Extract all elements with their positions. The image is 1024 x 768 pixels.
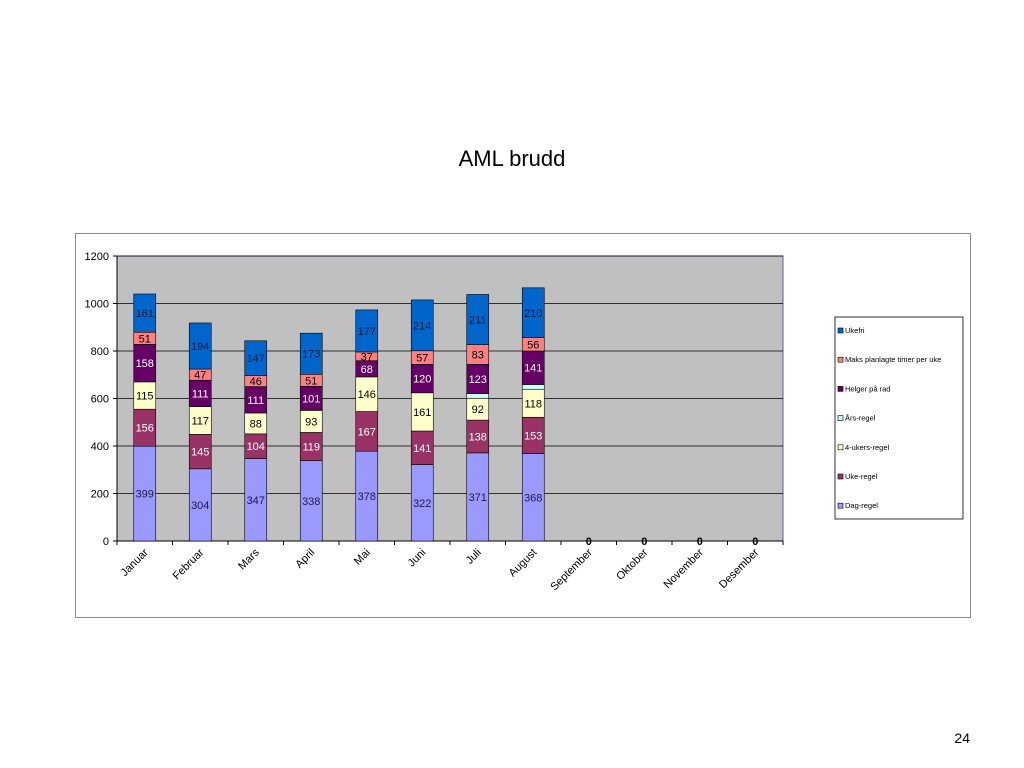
legend-label: Års-regel	[845, 414, 876, 423]
legend-label: Uke-regel	[845, 472, 878, 481]
legend-label: 4-ukers-regel	[845, 443, 890, 452]
bar-segment	[355, 309, 379, 353]
data-label: 51	[305, 375, 317, 387]
data-label: 304	[191, 500, 209, 512]
data-label: 120	[413, 374, 431, 386]
data-label: 211	[469, 315, 487, 327]
x-tick-label: Mars	[236, 546, 262, 572]
data-label: 161	[413, 407, 431, 419]
bar-segment	[521, 384, 545, 390]
data-label: 138	[469, 432, 487, 444]
bar-segment	[244, 340, 268, 376]
data-label: 101	[302, 393, 320, 405]
y-tick-label: 0	[103, 536, 109, 548]
data-label: 153	[524, 430, 542, 442]
data-label: 83	[472, 349, 484, 361]
data-label: 145	[191, 447, 209, 459]
data-label: 399	[136, 489, 154, 501]
y-tick-label: 800	[91, 346, 109, 358]
bar-segment	[188, 322, 212, 370]
legend-label: Dag-regel	[845, 501, 878, 510]
data-label: 92	[472, 404, 484, 416]
x-tick-label: Mai	[352, 547, 373, 568]
bar-segment	[521, 287, 545, 339]
data-label: 111	[247, 395, 264, 407]
y-tick-label: 400	[91, 441, 109, 453]
data-label: 368	[524, 492, 542, 504]
x-tick-label: Juni	[406, 547, 429, 570]
x-tick-label: September	[548, 546, 595, 593]
bar-segment	[466, 294, 490, 345]
data-label: 37	[361, 351, 373, 363]
x-tick-label: Desember	[717, 546, 762, 591]
zero-data-label: 0	[752, 536, 758, 548]
data-label: 167	[358, 426, 376, 438]
legend-swatch	[837, 444, 844, 451]
x-tick-label: Januar	[119, 546, 152, 579]
legend-swatch	[837, 327, 844, 334]
data-label: 214	[413, 320, 431, 332]
data-label: 146	[358, 389, 376, 401]
legend-label: Helger på rad	[845, 384, 890, 393]
legend-swatch	[837, 356, 844, 363]
data-label: 104	[247, 441, 265, 453]
x-tick-label: Juli	[464, 547, 484, 567]
legend-swatch	[837, 502, 844, 509]
data-label: 111	[192, 388, 209, 400]
data-label: 118	[524, 398, 542, 410]
data-label: 51	[139, 333, 151, 345]
x-tick-label: April	[293, 547, 317, 571]
legend-label: Maks planlagte timer per uke	[845, 355, 941, 364]
bar-segment	[466, 393, 490, 399]
data-label: 93	[305, 416, 317, 428]
y-tick-label: 1200	[85, 251, 109, 263]
data-label: 141	[524, 363, 542, 375]
legend-swatch	[837, 473, 844, 480]
legend-swatch	[837, 386, 844, 392]
legend-box	[834, 316, 964, 520]
data-label: 161	[136, 308, 154, 320]
data-label: 338	[302, 496, 320, 508]
data-label: 123	[469, 374, 487, 386]
data-label: 173	[302, 349, 320, 361]
data-label: 156	[136, 423, 154, 435]
data-label: 68	[361, 364, 373, 376]
slide-title: AML brudd	[458, 146, 566, 171]
y-tick-label: 200	[91, 489, 109, 501]
data-label: 46	[250, 376, 262, 388]
zero-data-label: 0	[697, 536, 703, 548]
x-tick-label: Februar	[171, 546, 207, 582]
bar-segment	[299, 332, 323, 375]
x-tick-label: November	[662, 546, 707, 591]
data-label: 47	[194, 370, 206, 382]
data-label: 378	[358, 491, 376, 503]
y-tick-label: 600	[91, 394, 109, 406]
x-tick-label: Oktober	[614, 546, 650, 582]
data-label: 115	[136, 391, 154, 403]
data-label: 119	[302, 442, 320, 454]
data-label: 147	[247, 353, 265, 365]
data-label: 88	[250, 418, 262, 430]
bar-segment	[410, 299, 434, 352]
zero-data-label: 0	[641, 536, 647, 548]
x-tick-label: August	[507, 547, 540, 580]
data-label: 158	[136, 358, 154, 370]
zero-data-label: 0	[586, 536, 592, 548]
data-label: 347	[247, 495, 265, 507]
legend-label: Ukefri	[845, 326, 865, 335]
data-label: 177	[358, 326, 376, 338]
slide-number: 24	[954, 730, 970, 746]
data-label: 56	[527, 339, 539, 351]
bar-segment	[133, 293, 157, 333]
data-label: 371	[469, 492, 487, 504]
legend-swatch	[837, 415, 844, 421]
data-label: 117	[191, 415, 209, 427]
data-label: 210	[524, 308, 542, 320]
data-label: 194	[191, 341, 209, 353]
y-tick-label: 1000	[85, 299, 109, 311]
data-label: 322	[413, 498, 431, 510]
data-label: 57	[416, 353, 428, 365]
data-label: 141	[413, 443, 431, 455]
